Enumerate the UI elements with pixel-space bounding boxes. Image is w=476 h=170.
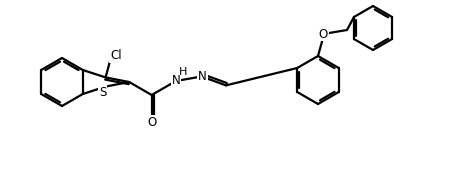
Text: N: N	[171, 73, 180, 87]
Text: S: S	[99, 86, 106, 99]
Text: O: O	[147, 115, 156, 129]
Text: O: O	[318, 28, 327, 40]
Text: N: N	[198, 70, 207, 83]
Text: Cl: Cl	[110, 49, 121, 62]
Text: H: H	[179, 67, 187, 77]
